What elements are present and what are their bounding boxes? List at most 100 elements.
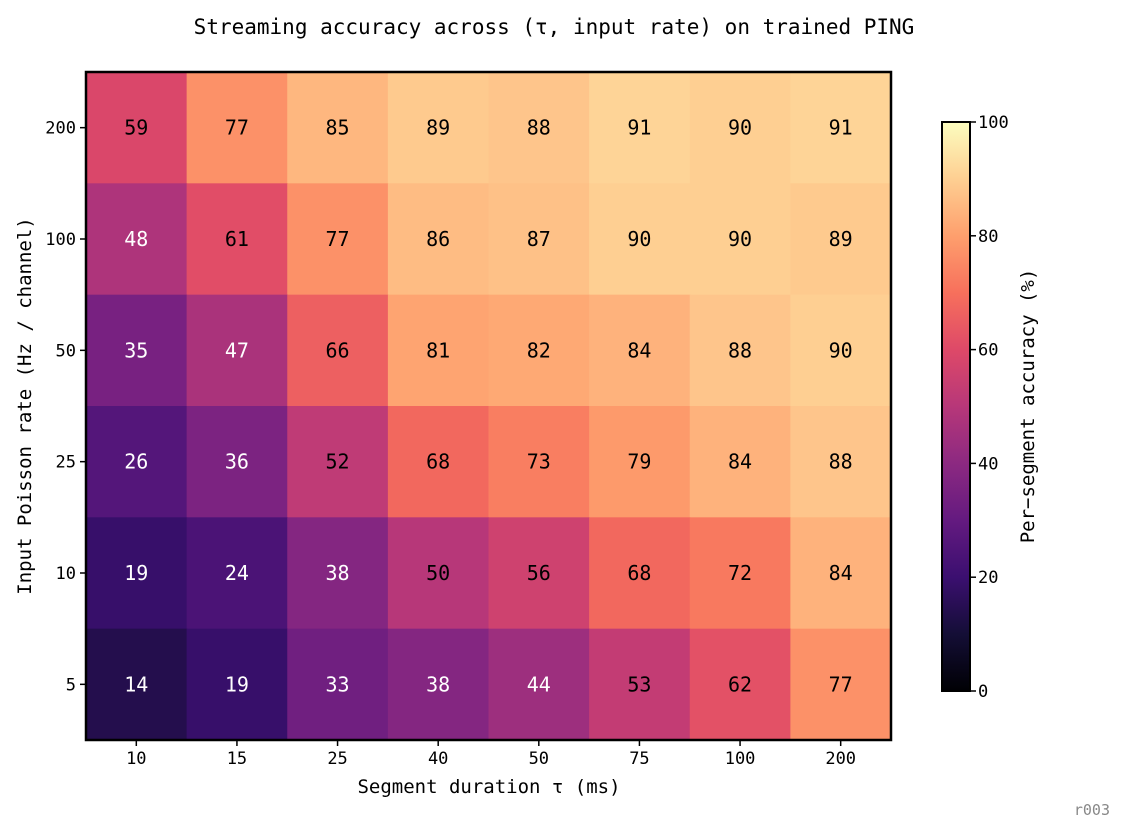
heatmap-cell bbox=[790, 517, 892, 630]
colorbar-tick-label: 60 bbox=[978, 341, 998, 361]
cell-value-label: 59 bbox=[124, 116, 148, 140]
cell-value-label: 90 bbox=[728, 116, 752, 140]
heatmap-cell bbox=[186, 628, 288, 741]
cell-value-label: 48 bbox=[124, 227, 148, 251]
heatmap-cell bbox=[287, 72, 389, 184]
footer-tag: r003 bbox=[1074, 801, 1110, 819]
cell-value-label: 19 bbox=[225, 672, 249, 696]
heatmap-cell bbox=[790, 406, 892, 518]
heatmap-cell bbox=[287, 406, 389, 518]
heatmap-cell bbox=[790, 628, 892, 741]
cell-value-label: 88 bbox=[728, 338, 752, 362]
heatmap-cell bbox=[589, 628, 691, 741]
y-tick-label: 5 bbox=[66, 675, 76, 695]
cell-value-label: 88 bbox=[527, 116, 551, 140]
cell-value-label: 68 bbox=[627, 561, 651, 585]
colorbar-tick-label: 100 bbox=[978, 113, 1009, 133]
cell-value-label: 56 bbox=[527, 561, 551, 585]
heatmap-cell bbox=[689, 406, 791, 518]
cell-value-label: 84 bbox=[627, 338, 651, 362]
heatmap-cell bbox=[186, 294, 288, 407]
heatmap-cell bbox=[186, 406, 288, 518]
colorbar-tick-label: 80 bbox=[978, 227, 998, 247]
heatmap-cell bbox=[488, 72, 590, 184]
heatmap-cell bbox=[488, 517, 590, 630]
cell-value-label: 77 bbox=[829, 672, 853, 696]
heatmap-cell bbox=[287, 628, 389, 741]
x-axis-label: Segment duration τ (ms) bbox=[357, 776, 620, 798]
cell-value-label: 62 bbox=[728, 672, 752, 696]
colorbar-tick-label: 0 bbox=[978, 682, 988, 702]
heatmap-cell bbox=[86, 294, 188, 407]
cell-value-label: 52 bbox=[326, 450, 350, 474]
cell-value-label: 84 bbox=[728, 450, 752, 474]
cell-value-label: 38 bbox=[426, 672, 450, 696]
y-tick-label: 25 bbox=[56, 453, 76, 473]
heatmap-cell bbox=[86, 628, 188, 741]
heatmap-cell bbox=[689, 294, 791, 407]
cell-value-label: 47 bbox=[225, 338, 249, 362]
heatmap-cell bbox=[488, 628, 590, 741]
heatmap-cell bbox=[387, 183, 490, 296]
x-tick-label: 15 bbox=[227, 749, 247, 769]
x-tick-label: 75 bbox=[629, 749, 649, 769]
chart-title: Streaming accuracy across (τ, input rate… bbox=[194, 15, 915, 39]
heatmap-cell bbox=[287, 294, 389, 407]
cell-value-label: 77 bbox=[225, 116, 249, 140]
cell-value-label: 19 bbox=[124, 561, 148, 585]
cell-value-label: 38 bbox=[326, 561, 350, 585]
heatmap-cell bbox=[589, 183, 691, 296]
cell-value-label: 26 bbox=[124, 450, 148, 474]
heatmap-cell bbox=[387, 294, 490, 407]
cell-value-label: 85 bbox=[326, 116, 350, 140]
x-tick-label: 50 bbox=[529, 749, 549, 769]
x-tick-label: 10 bbox=[126, 749, 146, 769]
cell-value-label: 84 bbox=[829, 561, 853, 585]
cell-value-label: 89 bbox=[829, 227, 853, 251]
heatmap-cell bbox=[387, 406, 490, 518]
x-tick-label: 40 bbox=[428, 749, 448, 769]
colorbar-label: Per−segment accuracy (%) bbox=[1017, 269, 1039, 544]
y-tick-label: 100 bbox=[45, 230, 76, 250]
cell-value-label: 89 bbox=[426, 116, 450, 140]
heatmap-cell bbox=[387, 72, 490, 184]
cell-value-label: 73 bbox=[527, 450, 551, 474]
y-tick-label: 10 bbox=[56, 564, 76, 584]
heatmap-cell bbox=[790, 183, 892, 296]
cell-value-label: 66 bbox=[326, 338, 350, 362]
heatmap-cell bbox=[287, 183, 389, 296]
heatmap-cell bbox=[86, 183, 188, 296]
colorbar-tick-label: 40 bbox=[978, 454, 998, 474]
heatmap-cell bbox=[387, 517, 490, 630]
heatmap-cell bbox=[589, 294, 691, 407]
y-tick-label: 50 bbox=[56, 341, 76, 361]
y-axis-label: Input Poisson rate (Hz / channel) bbox=[14, 217, 36, 595]
cell-value-label: 14 bbox=[124, 672, 148, 696]
cell-value-label: 91 bbox=[627, 116, 651, 140]
heatmap-cell bbox=[589, 72, 691, 184]
cell-value-label: 35 bbox=[124, 338, 148, 362]
cell-value-label: 90 bbox=[728, 227, 752, 251]
heatmap-cell bbox=[86, 406, 188, 518]
cell-value-label: 87 bbox=[527, 227, 551, 251]
heatmap-cell bbox=[790, 294, 892, 407]
cell-value-label: 72 bbox=[728, 561, 752, 585]
heatmap-cell bbox=[86, 517, 188, 630]
cell-value-label: 90 bbox=[829, 338, 853, 362]
x-tick-label: 100 bbox=[725, 749, 756, 769]
cell-value-label: 50 bbox=[426, 561, 450, 585]
heatmap-cell bbox=[287, 517, 389, 630]
cell-value-label: 77 bbox=[326, 227, 350, 251]
cell-value-label: 61 bbox=[225, 227, 249, 251]
colorbar bbox=[941, 121, 971, 692]
heatmap-cell bbox=[589, 406, 691, 518]
heatmap-cell bbox=[488, 406, 590, 518]
cell-value-label: 82 bbox=[527, 338, 551, 362]
heatmap-cell bbox=[689, 183, 791, 296]
cell-value-label: 91 bbox=[829, 116, 853, 140]
cell-value-label: 33 bbox=[326, 672, 350, 696]
heatmap-cell bbox=[689, 628, 791, 741]
cell-value-label: 24 bbox=[225, 561, 249, 585]
